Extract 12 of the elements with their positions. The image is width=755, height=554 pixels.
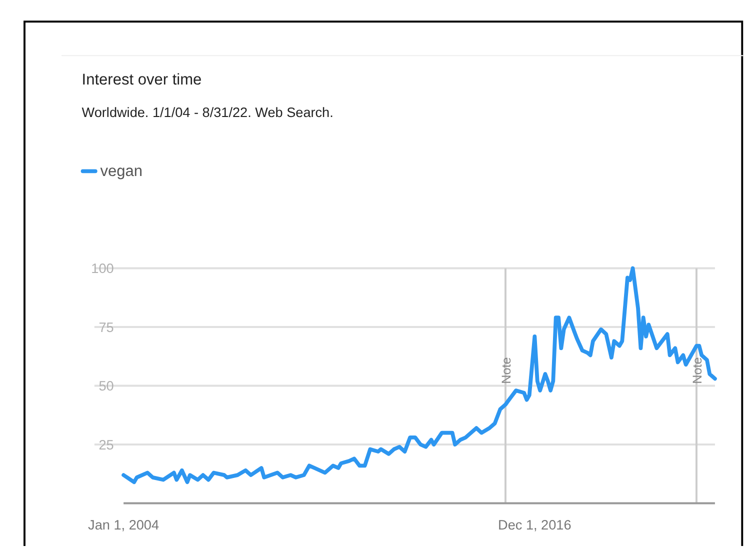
line-series bbox=[122, 266, 717, 484]
x-tick-label: Jan 1, 2004 bbox=[88, 517, 160, 532]
ref-line-label: Note bbox=[499, 357, 514, 384]
chart-subtitle: Worldwide. 1/1/04 - 8/31/22. Web Search. bbox=[82, 104, 334, 120]
y-tick-label: 100 bbox=[91, 261, 114, 276]
legend-label: vegan bbox=[100, 163, 143, 180]
x-tick-label: Dec 1, 2016 bbox=[498, 517, 572, 532]
chart-title: Interest over time bbox=[82, 72, 202, 89]
y-tick-label: 50 bbox=[98, 378, 114, 394]
y-tick-label: 75 bbox=[98, 320, 114, 335]
y-tick-label: 25 bbox=[98, 437, 114, 452]
ref-line-label: Note bbox=[690, 357, 704, 384]
